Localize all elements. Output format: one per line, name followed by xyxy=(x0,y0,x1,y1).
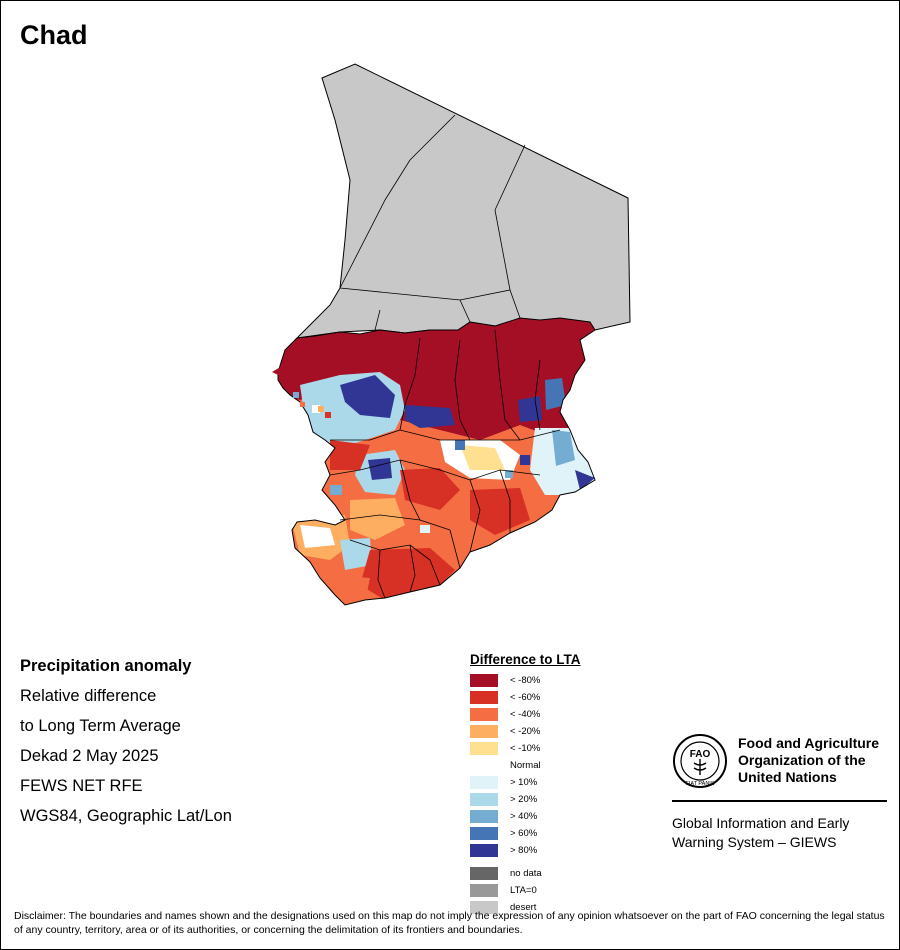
legend-other-swatch xyxy=(470,901,498,914)
legend-class-swatch xyxy=(470,725,498,738)
legend-other-row: LTA=0 xyxy=(470,883,581,900)
legend-class-label: > 20% xyxy=(510,794,538,805)
country-outline-south xyxy=(277,317,596,606)
legend-classes: < -80% < -60% < -40% < -20% < -10% Normal > 10… xyxy=(470,673,581,860)
legend-class-swatch xyxy=(470,776,498,789)
chad-map xyxy=(272,63,631,606)
fao-logo-motto: FIAT PANIS xyxy=(685,781,714,787)
anomaly-field xyxy=(278,318,595,605)
legend-class-label: < -40% xyxy=(510,709,541,720)
legend-class-swatch xyxy=(470,691,498,704)
fao-logo-icon: FAO FIAT PANIS xyxy=(673,734,727,788)
legend-other-swatch xyxy=(470,867,498,880)
legend-class-label: < -80% xyxy=(510,675,541,686)
legend-class-label: > 40% xyxy=(510,811,538,822)
legend-other: no data LTA=0 desert xyxy=(470,866,581,917)
legend-class-swatch xyxy=(470,827,498,840)
info-line-1: Relative difference xyxy=(20,687,157,705)
legend-class-swatch xyxy=(470,742,498,755)
desert-region xyxy=(295,63,631,339)
legend-class-label: > 10% xyxy=(510,777,538,788)
legend-class-row: < -60% xyxy=(470,690,581,707)
legend-class-row: < -40% xyxy=(470,707,581,724)
fao-org-name: Food and Agriculture Organization of the… xyxy=(738,735,880,785)
legend-class-label: < -60% xyxy=(510,692,541,703)
info-line-2: to Long Term Average xyxy=(20,717,181,735)
legend-other-label: desert xyxy=(510,902,537,913)
legend-class-label: < -20% xyxy=(510,726,541,737)
legend-class-swatch xyxy=(470,793,498,806)
legend-class-row: > 60% xyxy=(470,826,581,843)
legend-class-row: > 20% xyxy=(470,792,581,809)
legend-class-swatch xyxy=(470,810,498,823)
legend-class-row: > 40% xyxy=(470,809,581,826)
map-info: Precipitation anomaly Relative differenc… xyxy=(20,656,232,836)
legend-other-label: no data xyxy=(510,868,542,879)
legend-class-swatch xyxy=(470,708,498,721)
legend-class-swatch xyxy=(470,844,498,857)
legend-class-label: Normal xyxy=(510,760,541,771)
legend-class-label: > 80% xyxy=(510,845,538,856)
legend-class-row: Normal xyxy=(470,758,581,775)
legend: Difference to LTA < -80% < -60% < -40% < -2… xyxy=(470,652,581,917)
legend-class-swatch xyxy=(470,759,498,772)
legend-class-label: < -10% xyxy=(510,743,541,754)
legend-class-row: < -20% xyxy=(470,724,581,741)
fao-divider xyxy=(672,800,887,802)
lake-chad-area xyxy=(272,366,331,418)
legend-other-row: desert xyxy=(470,900,581,917)
legend-class-row: < -10% xyxy=(470,741,581,758)
legend-class-row: > 10% xyxy=(470,775,581,792)
fao-system-name: Global Information and Early Warning Sys… xyxy=(672,815,850,850)
legend-class-label: > 60% xyxy=(510,828,538,839)
legend-other-row: no data xyxy=(470,866,581,883)
legend-class-swatch xyxy=(470,674,498,687)
fao-logo-text: FAO xyxy=(690,749,711,760)
disclaimer: Disclaimer: The boundaries and names sho… xyxy=(14,910,885,936)
legend-other-label: LTA=0 xyxy=(510,885,537,896)
legend-title: Difference to LTA xyxy=(470,652,581,667)
admin-boundaries xyxy=(329,114,561,599)
legend-class-row: > 80% xyxy=(470,843,581,860)
info-line-3: Dekad 2 May 2025 xyxy=(20,747,159,765)
info-line-4: FEWS NET RFE xyxy=(20,777,143,795)
info-heading: Precipitation anomaly xyxy=(20,657,192,675)
legend-class-row: < -80% xyxy=(470,673,581,690)
info-line-5: WGS84, Geographic Lat/Lon xyxy=(20,807,232,825)
legend-other-swatch xyxy=(470,884,498,897)
map-title: Chad xyxy=(20,20,88,50)
